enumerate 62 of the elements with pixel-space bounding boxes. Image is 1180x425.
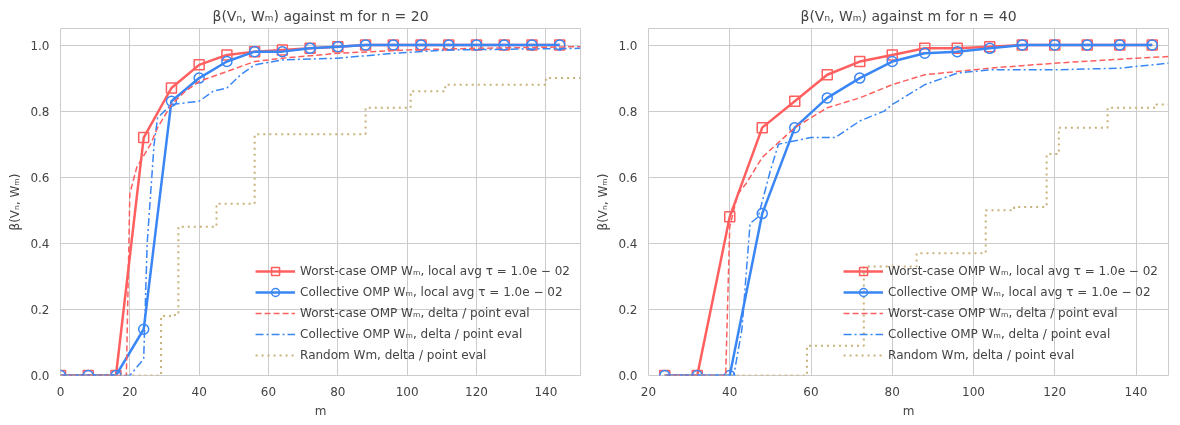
point xyxy=(221,49,233,61)
legend-label: Worst-case OMP Wₘ, local avg τ = 1.0e − 02 xyxy=(888,263,1158,280)
point xyxy=(854,72,866,84)
x-tick-label: 120 xyxy=(1043,384,1067,399)
point xyxy=(756,121,768,134)
point xyxy=(756,207,768,220)
x-tick-label: 140 xyxy=(534,384,558,399)
chart-title: β(Vₙ, Wₘ) against m for n = 20 xyxy=(212,7,429,24)
y-tick-label: 0.0 xyxy=(30,369,50,383)
y-tick-label: 0.4 xyxy=(30,236,50,251)
x-tick-label: 60 xyxy=(803,384,819,399)
x-tick-label: 80 xyxy=(884,384,900,399)
legend-label: Collective OMP Wₘ, delta / point eval xyxy=(300,326,523,343)
point xyxy=(919,47,931,60)
point xyxy=(821,69,833,81)
x-tick-label: 0 xyxy=(56,384,65,399)
chart-title: β(Vₙ, Wₘ) against m for n = 40 xyxy=(800,7,1017,24)
x-tick-label: 20 xyxy=(640,384,657,399)
x-tick-label: 40 xyxy=(191,384,207,399)
x-tick-label: 100 xyxy=(395,384,419,399)
legend-label: Worst-case OMP Wₘ, delta / point eval xyxy=(300,305,530,322)
point xyxy=(821,92,833,104)
y-tick-label: 0.8 xyxy=(618,104,638,119)
y-tick-label: 0.0 xyxy=(618,369,638,383)
x-axis-title: m xyxy=(902,403,915,418)
legend-label: Random Wm, delta / point eval xyxy=(300,347,487,364)
y-tick-label: 0.6 xyxy=(30,170,50,185)
legend-label: Collective OMP Wₘ, delta / point eval xyxy=(888,326,1111,343)
y-tick-label: 0.2 xyxy=(30,302,50,317)
x-axis-title: m xyxy=(314,403,327,418)
point xyxy=(221,55,233,68)
legend-label: Worst-case OMP Wₘ, delta / point eval xyxy=(888,305,1118,322)
point xyxy=(165,95,178,107)
y-axis-title: β(Vₙ, Wₘ) xyxy=(596,173,611,231)
point xyxy=(165,82,178,94)
y-tick-label: 0.8 xyxy=(30,104,50,119)
point xyxy=(789,95,801,107)
y-tick-label: 0.2 xyxy=(618,302,638,317)
y-tick-label: 0.6 xyxy=(618,170,638,185)
legend-label: Collective OMP Wₘ, local avg τ = 1.0e − 02 xyxy=(888,284,1151,301)
point xyxy=(854,55,866,68)
legend-label: Worst-case OMP Wₘ, local avg τ = 1.0e − 02 xyxy=(300,263,570,280)
point xyxy=(789,121,801,134)
y-tick-label: 1.0 xyxy=(618,38,638,53)
x-tick-label: 20 xyxy=(122,384,138,399)
legend-label: Collective OMP Wₘ, local avg τ = 1.0e − 02 xyxy=(300,284,563,301)
y-tick-label: 1.0 xyxy=(30,38,50,53)
y-tick-label: 0.4 xyxy=(618,236,638,251)
x-tick-label: 120 xyxy=(465,384,488,399)
point xyxy=(886,49,898,61)
point xyxy=(724,211,736,223)
point xyxy=(193,72,205,84)
point xyxy=(886,55,898,68)
legend-label: Random Wm, delta / point eval xyxy=(888,347,1075,364)
point xyxy=(193,59,205,71)
x-tick-label: 40 xyxy=(722,384,738,399)
x-tick-label: 100 xyxy=(962,384,985,399)
x-tick-label: 140 xyxy=(1124,384,1148,399)
y-axis-title: β(Vₙ, Wₘ) xyxy=(8,173,23,231)
x-tick-label: 80 xyxy=(330,384,346,399)
x-tick-label: 60 xyxy=(260,384,277,399)
point xyxy=(137,131,150,144)
